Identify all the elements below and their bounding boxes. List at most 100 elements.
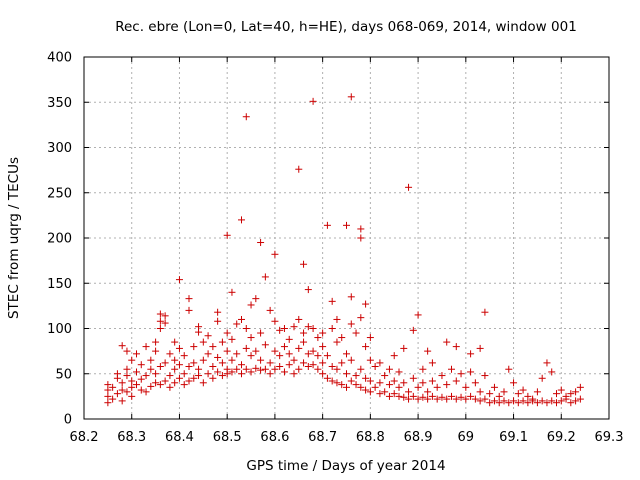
data-point	[323, 352, 331, 360]
data-point	[133, 381, 140, 389]
data-point	[467, 392, 475, 400]
data-point	[147, 356, 155, 364]
data-point	[147, 365, 155, 373]
data-point	[362, 300, 370, 308]
data-point	[519, 386, 527, 394]
data-point	[357, 225, 365, 233]
data-point	[376, 359, 384, 367]
data-point	[180, 352, 188, 360]
data-point	[347, 320, 355, 328]
data-point	[548, 368, 556, 376]
data-point	[553, 390, 560, 398]
data-point	[171, 379, 179, 387]
data-point	[195, 372, 203, 380]
data-point	[147, 382, 155, 390]
data-point	[452, 343, 460, 351]
x-tick-label: 69	[458, 430, 475, 445]
data-point	[543, 359, 551, 367]
x-tick-label: 68.3	[117, 430, 146, 445]
data-point	[390, 377, 398, 385]
data-point	[462, 395, 470, 403]
data-point	[247, 334, 255, 342]
data-point	[424, 395, 432, 403]
data-point	[190, 374, 198, 382]
data-point	[576, 383, 584, 391]
data-point	[304, 286, 312, 294]
data-point	[405, 183, 413, 191]
data-point	[424, 347, 432, 355]
data-point	[204, 332, 212, 340]
x-tick-labels: 68.2 68.3 68.4 68.5 68.6 68.7 68.8 68.9 69 69.1 69…	[70, 430, 624, 445]
data-point	[180, 370, 188, 378]
data-point	[343, 221, 350, 229]
data-point	[252, 364, 260, 372]
data-point	[271, 317, 279, 325]
data-point	[214, 368, 222, 376]
data-point	[171, 338, 179, 346]
data-point	[533, 399, 541, 407]
x-tick-label: 68.5	[213, 430, 242, 445]
data-point	[433, 395, 441, 403]
data-point	[133, 368, 140, 376]
data-point	[214, 353, 222, 361]
data-point	[109, 383, 117, 391]
data-point	[400, 393, 408, 401]
x-tick-label: 68.7	[308, 430, 337, 445]
data-point	[448, 392, 455, 400]
data-point	[319, 370, 327, 378]
data-point	[242, 365, 250, 373]
data-point	[257, 239, 265, 247]
data-point	[223, 329, 231, 337]
data-point	[118, 342, 126, 350]
data-point	[261, 341, 269, 349]
data-point	[276, 326, 284, 334]
data-point	[199, 338, 207, 346]
data-point	[252, 295, 260, 303]
data-point	[481, 395, 489, 403]
data-point	[266, 359, 274, 367]
data-point	[257, 329, 265, 337]
data-point	[185, 295, 193, 303]
data-point	[242, 325, 250, 332]
x-axis-label: GPS time / Days of year 2014	[246, 458, 445, 474]
data-point	[557, 386, 565, 394]
data-point	[218, 372, 226, 380]
data-point	[500, 397, 508, 405]
data-point	[152, 338, 160, 346]
data-point	[118, 397, 126, 405]
data-point	[457, 370, 465, 378]
data-point	[385, 365, 393, 373]
data-point	[343, 350, 350, 358]
data-point	[156, 317, 164, 325]
data-point	[390, 390, 398, 398]
data-point	[347, 293, 355, 301]
data-point	[195, 323, 203, 331]
data-point	[371, 383, 379, 391]
data-point	[276, 363, 284, 371]
data-point	[338, 359, 346, 367]
data-point	[381, 372, 389, 380]
data-point	[514, 399, 522, 407]
data-point	[104, 399, 112, 407]
data-point	[457, 393, 465, 401]
data-point	[223, 231, 231, 239]
data-point	[562, 392, 570, 400]
data-point	[476, 388, 484, 396]
data-point	[161, 319, 169, 327]
data-point	[228, 356, 236, 364]
data-point	[376, 390, 384, 398]
data-point	[471, 395, 479, 403]
data-point	[428, 392, 436, 400]
data-point	[180, 381, 188, 389]
data-point	[190, 343, 198, 351]
data-point	[414, 311, 422, 319]
data-point	[505, 365, 513, 373]
data-point	[247, 301, 255, 309]
data-point	[572, 388, 580, 396]
y-tick-label: 0	[64, 413, 72, 428]
data-point	[142, 388, 150, 396]
data-point	[209, 374, 217, 382]
data-point	[300, 329, 308, 337]
data-point	[304, 363, 312, 371]
data-point	[567, 399, 575, 407]
